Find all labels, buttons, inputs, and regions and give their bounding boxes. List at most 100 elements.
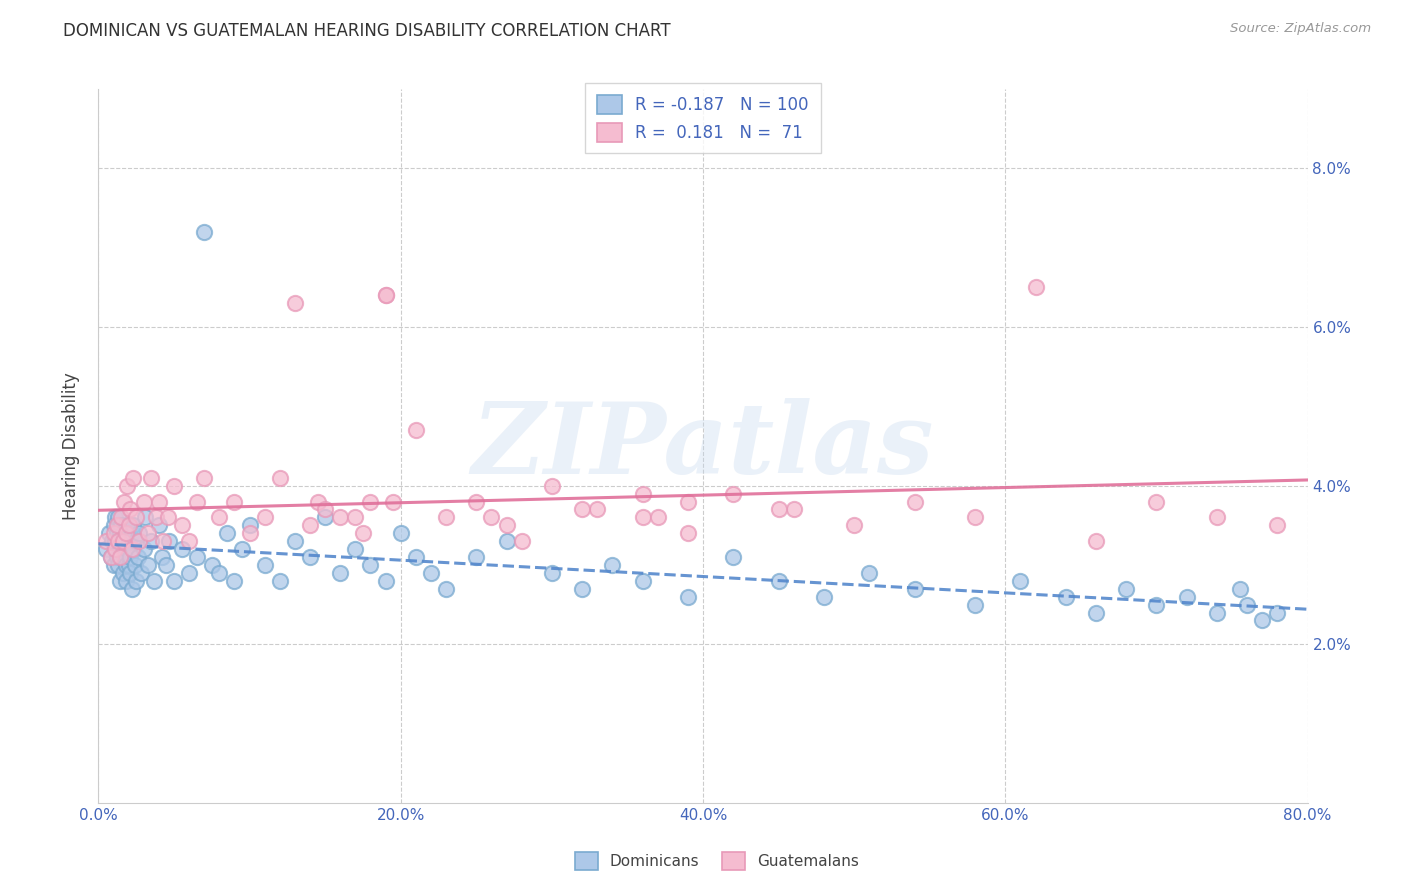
Point — [179, 534, 201, 549]
Point — [389, 526, 412, 541]
Text: ZIPatlas: ZIPatlas — [472, 398, 934, 494]
Point — [121, 526, 143, 541]
Point — [148, 494, 170, 508]
Point — [768, 574, 790, 588]
Point — [314, 502, 336, 516]
Point — [1206, 606, 1229, 620]
Point — [104, 510, 127, 524]
Point — [120, 549, 142, 564]
Text: DOMINICAN VS GUATEMALAN HEARING DISABILITY CORRELATION CHART: DOMINICAN VS GUATEMALAN HEARING DISABILI… — [63, 22, 671, 40]
Point — [103, 558, 125, 572]
Point — [170, 518, 193, 533]
Point — [1206, 510, 1229, 524]
Point — [141, 534, 163, 549]
Point — [360, 494, 382, 508]
Point — [120, 566, 142, 580]
Point — [1175, 590, 1198, 604]
Point — [965, 598, 987, 612]
Point — [107, 534, 129, 549]
Point — [1054, 590, 1077, 604]
Point — [239, 518, 262, 533]
Point — [284, 534, 307, 549]
Point — [111, 542, 134, 557]
Point — [107, 534, 129, 549]
Point — [125, 574, 148, 588]
Point — [105, 526, 128, 541]
Point — [134, 510, 156, 524]
Point — [647, 510, 669, 524]
Point — [481, 510, 503, 524]
Point — [115, 542, 138, 557]
Point — [1144, 598, 1167, 612]
Point — [231, 542, 253, 557]
Point — [124, 558, 146, 572]
Y-axis label: Hearing Disability: Hearing Disability — [62, 372, 80, 520]
Point — [307, 494, 329, 508]
Point — [1267, 606, 1289, 620]
Point — [127, 549, 149, 564]
Point — [382, 494, 405, 508]
Point — [344, 510, 367, 524]
Point — [108, 549, 131, 564]
Point — [586, 502, 609, 516]
Point — [676, 590, 699, 604]
Point — [129, 566, 152, 580]
Point — [1024, 280, 1046, 294]
Point — [155, 558, 177, 572]
Point — [100, 549, 122, 564]
Point — [434, 510, 457, 524]
Point — [136, 526, 159, 541]
Point — [112, 494, 135, 508]
Point — [904, 582, 927, 596]
Point — [132, 494, 155, 508]
Point — [104, 542, 127, 557]
Legend: Dominicans, Guatemalans: Dominicans, Guatemalans — [568, 846, 866, 876]
Point — [118, 534, 141, 549]
Point — [100, 549, 122, 564]
Point — [118, 558, 141, 572]
Point — [141, 471, 163, 485]
Point — [965, 510, 987, 524]
Point — [420, 566, 443, 580]
Point — [465, 494, 488, 508]
Point — [110, 534, 132, 549]
Point — [1085, 534, 1108, 549]
Point — [111, 566, 134, 580]
Point — [94, 542, 117, 557]
Point — [208, 566, 231, 580]
Legend: R = -0.187   N = 100, R =  0.181   N =  71: R = -0.187 N = 100, R = 0.181 N = 71 — [585, 83, 821, 153]
Point — [122, 471, 145, 485]
Point — [125, 510, 148, 524]
Point — [813, 590, 835, 604]
Point — [495, 534, 517, 549]
Point — [125, 534, 148, 549]
Point — [844, 518, 866, 533]
Point — [186, 549, 208, 564]
Point — [114, 526, 136, 541]
Point — [239, 526, 262, 541]
Point — [602, 558, 624, 572]
Point — [253, 510, 276, 524]
Point — [121, 582, 143, 596]
Point — [723, 549, 745, 564]
Point — [118, 518, 141, 533]
Point — [269, 471, 291, 485]
Point — [1236, 598, 1258, 612]
Point — [98, 526, 121, 541]
Point — [571, 582, 593, 596]
Point — [163, 574, 186, 588]
Point — [128, 526, 150, 541]
Point — [110, 510, 132, 524]
Point — [465, 549, 488, 564]
Point — [108, 526, 131, 541]
Point — [193, 471, 215, 485]
Point — [329, 566, 352, 580]
Point — [103, 518, 125, 533]
Point — [299, 518, 322, 533]
Point — [108, 542, 131, 557]
Point — [208, 510, 231, 524]
Point — [128, 534, 150, 549]
Point — [224, 574, 246, 588]
Point — [783, 502, 806, 516]
Point — [1251, 614, 1274, 628]
